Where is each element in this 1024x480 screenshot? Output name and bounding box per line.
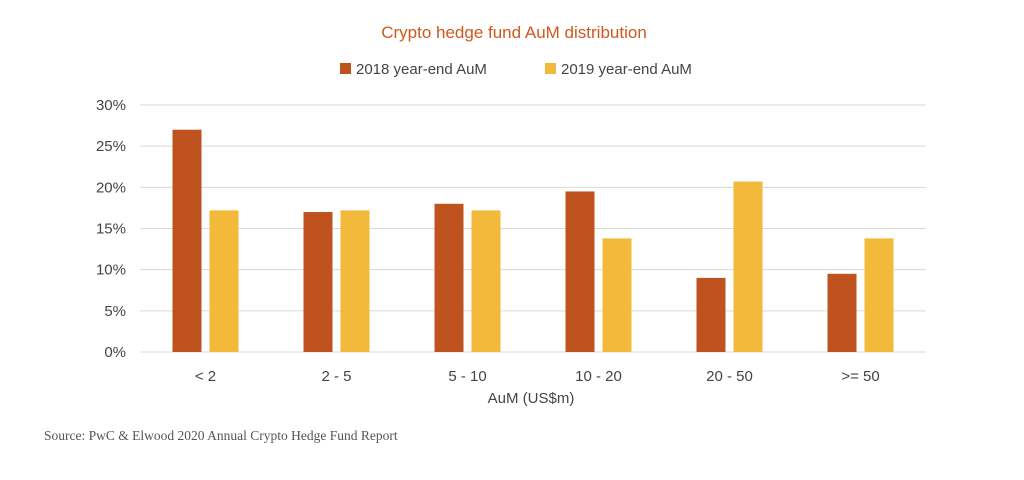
bars: [172, 129, 894, 352]
x-axis-categories: < 2 2 - 5 5 - 10 10 - 20 20 - 50 >= 50: [195, 368, 880, 385]
bar-2019-0: [209, 210, 239, 352]
legend: 2018 year-end AuM 2019 year-end AuM: [340, 61, 692, 78]
x-tick-label: < 2: [195, 368, 216, 385]
gridlines: [140, 104, 926, 353]
x-tick-label: 5 - 10: [448, 368, 486, 385]
bar-2018-4: [696, 277, 726, 352]
legend-swatch-2019: [545, 63, 556, 74]
legend-label-2019: 2019 year-end AuM: [561, 61, 692, 78]
source-note: Source: PwC & Elwood 2020 Annual Crypto …: [44, 428, 398, 443]
x-axis-label: AuM (US$m): [488, 390, 575, 407]
y-tick-label: 20%: [96, 179, 126, 196]
legend-label-2018: 2018 year-end AuM: [356, 61, 487, 78]
bar-2019-5: [864, 238, 894, 352]
y-tick-label: 25%: [96, 138, 126, 155]
chart-title: Crypto hedge fund AuM distribution: [381, 23, 647, 42]
bar-2019-3: [602, 238, 632, 352]
y-tick-label: 30%: [96, 97, 126, 114]
bar-2019-1: [340, 210, 370, 352]
x-tick-label: 10 - 20: [575, 368, 622, 385]
y-tick-label: 5%: [104, 303, 126, 320]
y-axis-ticks: 0% 5% 10% 15% 20% 25% 30%: [96, 97, 126, 361]
bar-2018-1: [303, 212, 333, 352]
bar-2018-3: [565, 191, 595, 352]
bar-2018-0: [172, 129, 202, 352]
bar-2018-2: [434, 203, 464, 352]
bar-2019-2: [471, 210, 501, 352]
y-tick-label: 15%: [96, 221, 126, 238]
legend-swatch-2018: [340, 63, 351, 74]
y-tick-label: 0%: [104, 344, 126, 361]
y-tick-label: 10%: [96, 262, 126, 279]
x-tick-label: 2 - 5: [321, 368, 351, 385]
bar-2019-4: [733, 181, 763, 352]
bar-2018-5: [827, 273, 857, 352]
chart: Crypto hedge fund AuM distribution 2018 …: [96, 23, 926, 407]
x-tick-label: >= 50: [841, 368, 879, 385]
x-tick-label: 20 - 50: [706, 368, 753, 385]
